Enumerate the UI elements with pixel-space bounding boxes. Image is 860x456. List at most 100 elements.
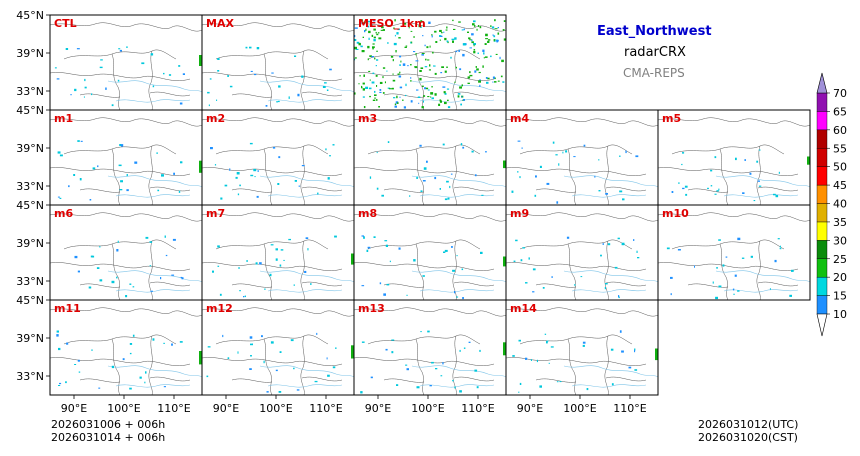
river <box>571 194 647 198</box>
radar-echo <box>742 192 745 194</box>
radar-echo <box>791 269 794 272</box>
radar-echo <box>358 83 360 85</box>
radar-echo <box>468 37 471 40</box>
radar-echo <box>779 245 781 248</box>
radar-echo <box>475 66 477 68</box>
panel-label: m14 <box>510 302 537 315</box>
radar-echo <box>469 71 471 74</box>
lat-tick-label: 45°N <box>16 104 44 117</box>
colorbar-over-arrow <box>816 72 828 94</box>
radar-echo <box>634 369 638 371</box>
radar-echo <box>628 366 632 369</box>
panel-background <box>354 15 506 110</box>
radar-echo <box>556 201 559 204</box>
radar-echo <box>753 200 756 202</box>
radar-echo <box>718 188 720 191</box>
radar-echo <box>216 99 218 101</box>
radar-echo <box>229 85 233 88</box>
radar-echo <box>363 21 366 23</box>
radar-echo <box>182 73 185 75</box>
radar-echo <box>150 53 154 56</box>
radar-echo <box>619 330 622 333</box>
radar-echo <box>168 74 172 76</box>
radar-echo <box>97 165 99 168</box>
radar-echo <box>120 144 124 147</box>
radar-echo <box>150 290 153 292</box>
radar-echo <box>410 100 413 103</box>
radar-echo <box>392 73 394 75</box>
province-border <box>215 334 329 345</box>
radar-echo <box>294 180 297 182</box>
radar-echo <box>594 175 596 178</box>
radar-echo <box>777 238 780 240</box>
radar-echo <box>160 277 162 280</box>
radar-echo <box>386 70 388 72</box>
colorbar-label: 70 <box>833 87 847 100</box>
radar-echo <box>118 48 121 50</box>
radar-echo <box>479 26 482 29</box>
radar-echo <box>483 52 485 55</box>
radar-echo <box>126 46 128 48</box>
province-border <box>148 50 153 111</box>
radar-echo <box>394 105 397 108</box>
product-name: radarCRX <box>624 45 686 60</box>
radar-echo <box>254 176 256 178</box>
radar-echo <box>399 64 401 66</box>
radar-echo <box>471 150 474 153</box>
country-border <box>49 307 203 317</box>
radar-echo <box>619 190 623 193</box>
radar-echo <box>428 69 431 71</box>
radar-echo <box>421 53 425 54</box>
init-time-line-1: 2026031006 + 006h <box>51 418 166 431</box>
radar-echo <box>372 43 375 45</box>
river <box>267 289 343 293</box>
radar-echo <box>442 143 445 146</box>
province-border <box>79 281 191 288</box>
radar-echo <box>459 390 462 393</box>
radar-echo <box>298 185 301 187</box>
radar-echo <box>296 389 300 391</box>
province-border <box>671 144 785 155</box>
radar-echo <box>382 29 385 31</box>
radar-echo <box>434 93 437 96</box>
radar-echo <box>474 70 477 73</box>
radar-echo <box>435 41 438 43</box>
radar-echo <box>360 45 363 48</box>
colorbar-label: 15 <box>833 290 847 303</box>
radar-echo <box>410 64 412 66</box>
radar-echo <box>636 250 638 253</box>
radar-echo <box>454 81 456 83</box>
radar-echo <box>329 155 331 157</box>
radar-echo <box>367 20 371 23</box>
river <box>411 175 507 188</box>
panel-m5: m5 <box>657 109 811 206</box>
radar-echo <box>635 155 639 158</box>
province-border <box>719 148 729 206</box>
radar-echo <box>462 146 465 149</box>
radar-echo <box>399 86 403 89</box>
radar-echo <box>163 386 166 388</box>
radar-echo <box>555 154 558 156</box>
province-border <box>604 335 609 396</box>
radar-echo <box>427 96 430 98</box>
colorbar-bin <box>816 240 828 259</box>
radar-echo <box>454 386 456 389</box>
valid-time-utc: 2026031012(UTC) <box>698 418 799 431</box>
radar-echo <box>172 238 176 241</box>
radar-echo <box>293 367 295 370</box>
radar-echo <box>132 286 135 288</box>
river <box>571 289 647 293</box>
radar-echo <box>405 364 408 366</box>
radar-echo <box>443 91 446 94</box>
colorbar-label: 60 <box>833 124 847 137</box>
province-border <box>383 186 495 193</box>
radar-echo <box>180 161 183 164</box>
lat-tick-label: 33°N <box>16 370 44 383</box>
radar-echo <box>565 150 568 153</box>
radar-echo <box>451 246 453 248</box>
radar-echo <box>758 185 762 187</box>
radar-echo <box>80 140 83 142</box>
radar-echo <box>430 92 434 95</box>
radar-echo <box>217 58 220 60</box>
panel-m10: m10 <box>657 204 811 301</box>
